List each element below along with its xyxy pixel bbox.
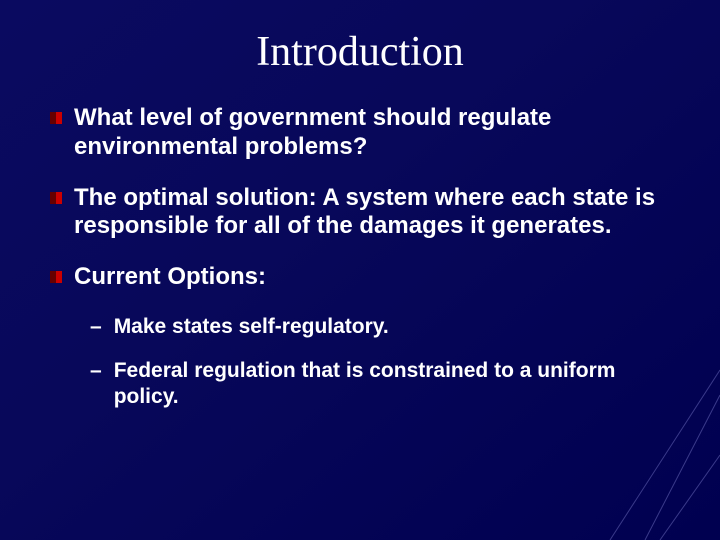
bullet-item: Current Options:	[50, 263, 670, 292]
decoration-line	[645, 395, 720, 540]
sub-bullet-text: Make states self-regulatory.	[114, 314, 389, 340]
bullet-item: The optimal solution: A system where eac…	[50, 184, 670, 242]
dash-marker-icon: –	[90, 314, 102, 340]
sub-bullet-item: – Federal regulation that is constrained…	[90, 358, 670, 411]
slide-content: What level of government should regulate…	[0, 94, 720, 411]
sub-bullet-item: – Make states self-regulatory.	[90, 314, 670, 340]
bullet-marker-icon	[50, 112, 62, 124]
bullet-text: What level of government should regulate…	[74, 104, 670, 162]
bullet-text: Current Options:	[74, 263, 266, 292]
bullet-marker-icon	[50, 271, 62, 283]
bullet-text: The optimal solution: A system where eac…	[74, 184, 670, 242]
bullet-marker-icon	[50, 192, 62, 204]
decoration-line	[660, 455, 720, 540]
bullet-item: What level of government should regulate…	[50, 104, 670, 162]
slide: Introduction What level of government sh…	[0, 0, 720, 540]
dash-marker-icon: –	[90, 358, 102, 384]
slide-title: Introduction	[0, 0, 720, 94]
sub-bullet-text: Federal regulation that is constrained t…	[114, 358, 670, 411]
